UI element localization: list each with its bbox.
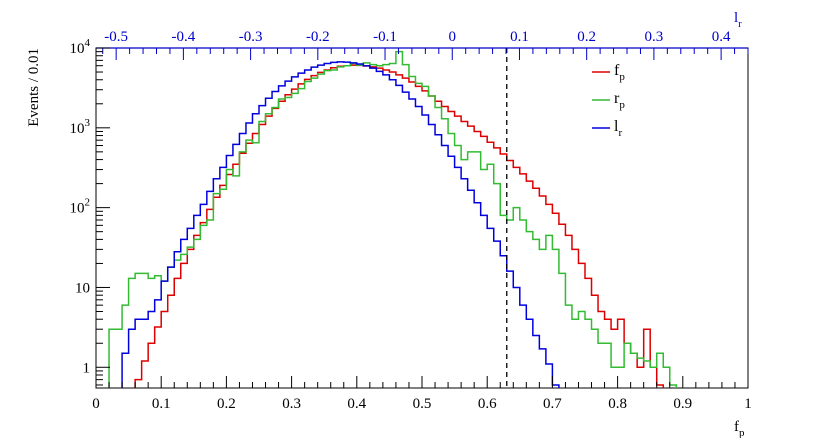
- top-tick-label: 0.4: [712, 29, 731, 45]
- top-tick-label: 0: [448, 29, 456, 45]
- top-tick-label: -0.1: [373, 29, 397, 45]
- top-axis-title-text: lr: [734, 10, 742, 30]
- legend: fp rp lr: [592, 62, 625, 139]
- top-tick-label: 0.1: [510, 29, 529, 45]
- top-tick-label: -0.4: [172, 29, 196, 45]
- legend-label: lr: [614, 118, 622, 139]
- x-axis-title-text: fp: [734, 419, 745, 438]
- x-tick-label: 0.1: [152, 396, 171, 412]
- x-axis-title: fp: [734, 419, 745, 438]
- top-tick-label: -0.5: [104, 29, 128, 45]
- series-l-r: [121, 61, 560, 388]
- y-tick-label: 10: [75, 280, 90, 296]
- top-tick-label: -0.3: [239, 29, 263, 45]
- x-axis: 0 0.1 0.2 0.3 0.4 0.5 0.6 0.7 0.8 0.9 1: [92, 376, 752, 412]
- x-tick-label: 0.5: [413, 396, 432, 412]
- x-tick-label: 1: [744, 396, 752, 412]
- x-tick-label: 0.6: [478, 396, 497, 412]
- x-tick-label: 0.8: [608, 396, 627, 412]
- top-tick-label: -0.2: [306, 29, 330, 45]
- top-axis-title: lr: [734, 10, 742, 30]
- series-f-p: [134, 64, 664, 388]
- legend-label: rp: [614, 90, 625, 111]
- y-tick-label: 103: [70, 117, 91, 137]
- x-tick-label: 0: [92, 396, 100, 412]
- y-axis-title: Events / 0.01: [26, 48, 42, 127]
- top-tick-label: 0.3: [645, 29, 664, 45]
- series-r-p: [108, 50, 678, 388]
- x-tick-label: 0.7: [543, 396, 562, 412]
- x-tick-label: 0.2: [217, 396, 236, 412]
- top-axis: -0.5 -0.4 -0.3 -0.2 -0.1 0 0.1 0.2 0.3 0.4: [96, 29, 749, 60]
- series-group: [108, 50, 678, 388]
- y-tick-label: 102: [70, 197, 91, 217]
- x-tick-label: 0.4: [347, 396, 366, 412]
- y-tick-label: 1: [83, 360, 91, 376]
- legend-label: fp: [614, 62, 625, 83]
- top-tick-label: 0.2: [577, 29, 596, 45]
- x-tick-label: 0.3: [282, 396, 301, 412]
- y-axis: 1 10 102 103 104: [70, 37, 110, 386]
- y-tick-label: 104: [70, 37, 91, 57]
- x-tick-label: 0.9: [673, 396, 692, 412]
